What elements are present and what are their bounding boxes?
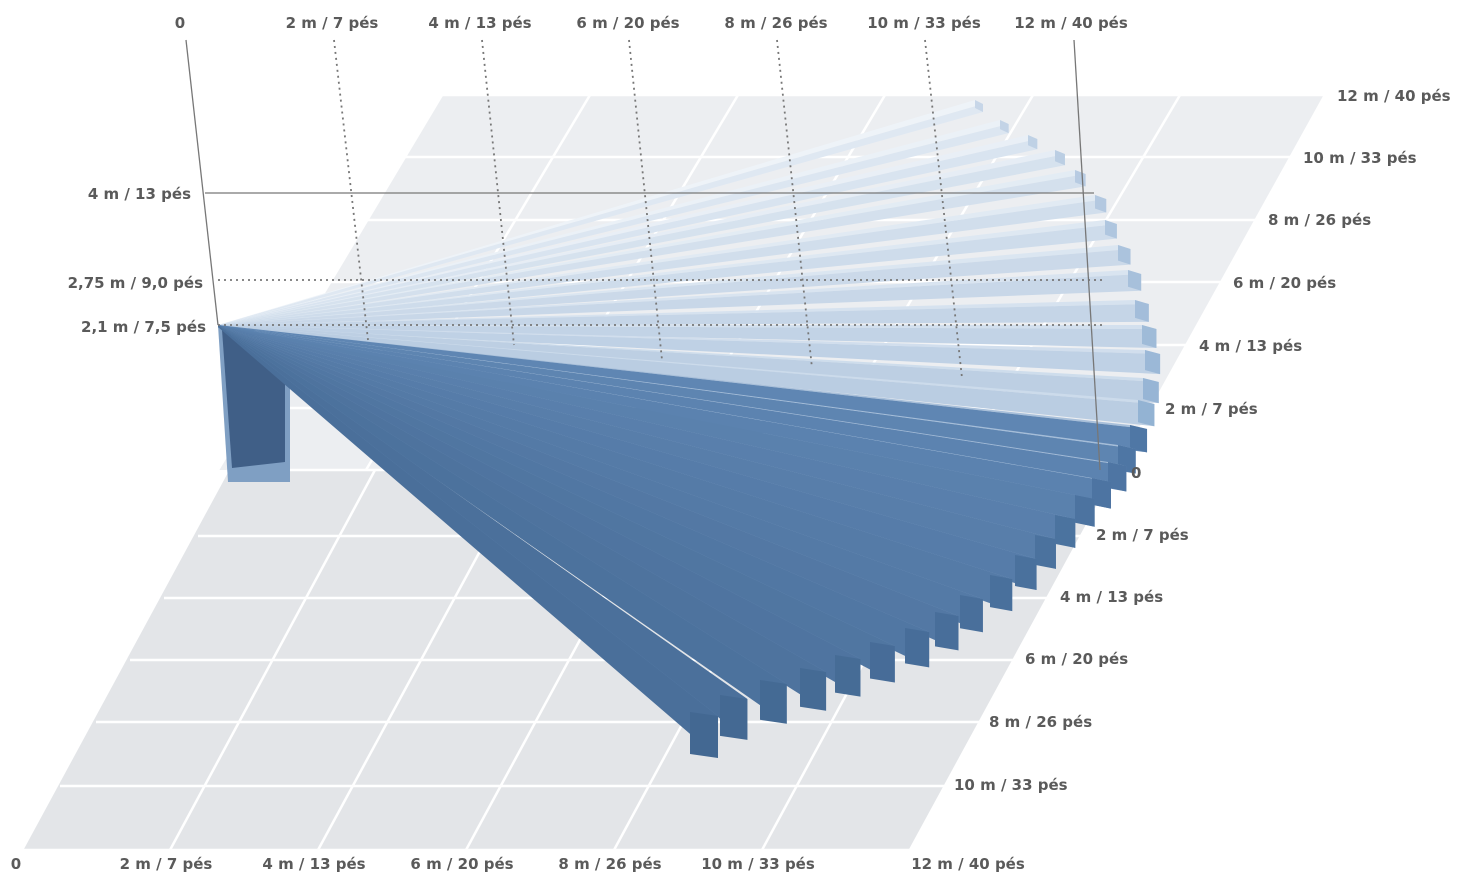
beam-side xyxy=(218,104,983,327)
front-label-2m: 2 m / 7 pés xyxy=(1096,526,1189,544)
beam-end xyxy=(1135,300,1149,322)
beam-end xyxy=(1055,515,1076,548)
right-label-0: 0 xyxy=(1131,464,1141,482)
beam-side xyxy=(218,325,1157,348)
beam-top xyxy=(218,170,1086,325)
height-label-2-1m: 2,1 m / 7,5 pés xyxy=(81,318,206,336)
beam-top xyxy=(218,100,983,325)
beam-end xyxy=(1055,150,1065,166)
height-labels: 4 m / 13 pés 2,75 m / 9,0 pés 2,1 m / 7,… xyxy=(68,185,206,336)
beam-end xyxy=(1142,325,1157,348)
top-label-1: 2 m / 7 pés xyxy=(286,14,379,32)
beam-side xyxy=(218,325,718,758)
top-label-2: 4 m / 13 pés xyxy=(428,14,531,32)
beam-end xyxy=(1138,400,1155,427)
beam-end xyxy=(720,695,748,740)
beam-top xyxy=(218,270,1142,325)
front-label-10m: 10 m / 33 pés xyxy=(954,776,1068,794)
beam-top xyxy=(218,150,1065,325)
beam-end xyxy=(800,668,827,711)
beam-end xyxy=(835,655,861,697)
beam-end xyxy=(1118,245,1131,265)
beam-end xyxy=(1095,195,1107,213)
beam-top xyxy=(218,135,1038,325)
beam-end xyxy=(1075,495,1095,527)
right-label-10m: 10 m / 33 pés xyxy=(1303,149,1417,167)
beam-end xyxy=(1130,425,1148,453)
top-label-6: 12 m / 40 pés xyxy=(1014,14,1128,32)
top-label-4: 8 m / 26 pés xyxy=(724,14,827,32)
front-label-6m: 6 m / 20 pés xyxy=(1025,650,1128,668)
beam-end xyxy=(975,100,983,112)
front-label-8m: 8 m / 26 pés xyxy=(989,713,1092,731)
height-label-4m: 4 m / 13 pés xyxy=(88,185,191,203)
right-label-2m: 2 m / 7 pés xyxy=(1165,400,1258,418)
dotted-guides xyxy=(218,39,1104,379)
beam-side xyxy=(218,325,1155,427)
beam-side xyxy=(218,325,787,724)
bottom-axis-labels: 0 2 m / 7 pés 4 m / 13 pés 6 m / 20 pés … xyxy=(11,855,1025,873)
beam-end xyxy=(760,680,787,724)
front-label-4m: 4 m / 13 pés xyxy=(1060,588,1163,606)
right-label-12m: 12 m / 40 pés xyxy=(1337,87,1451,105)
beam-side xyxy=(218,249,1131,327)
beam-end xyxy=(1108,462,1127,492)
beam-end xyxy=(990,575,1013,612)
beam-end xyxy=(1000,120,1009,134)
beam-side xyxy=(218,304,1149,327)
right-axis-labels: 12 m / 40 pés 10 m / 33 pés 8 m / 26 pés… xyxy=(1131,87,1451,482)
bottom-label-4m: 4 m / 13 pés xyxy=(262,855,365,873)
coverage-fan xyxy=(218,100,1161,758)
beam-side xyxy=(218,174,1086,327)
beam-end xyxy=(1105,220,1117,239)
beam-top xyxy=(218,120,1009,325)
beam-end xyxy=(1015,555,1037,591)
bottom-label-10m: 10 m / 33 pés xyxy=(701,855,815,873)
front-right-labels: 2 m / 7 pés 4 m / 13 pés 6 m / 20 pés 8 … xyxy=(954,526,1189,794)
beam-end xyxy=(1143,378,1159,404)
beam-side xyxy=(218,325,1161,375)
right-label-8m: 8 m / 26 pés xyxy=(1268,211,1371,229)
top-axis-labels: 0 2 m / 7 pés 4 m / 13 pés 6 m / 20 pés … xyxy=(175,14,1128,32)
top-label-5: 10 m / 33 pés xyxy=(867,14,981,32)
beam-side xyxy=(218,199,1107,327)
beam-end xyxy=(1128,270,1142,291)
beam-end xyxy=(905,628,930,668)
top-label-3: 6 m / 20 pés xyxy=(576,14,679,32)
beam-side xyxy=(218,124,1009,327)
beam-side xyxy=(218,224,1117,327)
beam-end xyxy=(1145,350,1161,375)
height-label-2-75m: 2,75 m / 9,0 pés xyxy=(68,274,203,292)
beam-end xyxy=(690,712,718,758)
beam-top xyxy=(218,195,1107,325)
bottom-label-12m: 12 m / 40 pés xyxy=(911,855,1025,873)
right-label-6m: 6 m / 20 pés xyxy=(1233,274,1336,292)
axis-lines xyxy=(185,39,1101,471)
beam-end xyxy=(960,595,983,633)
bottom-label-6m: 6 m / 20 pés xyxy=(410,855,513,873)
beam-end xyxy=(1028,135,1038,150)
beam-side xyxy=(218,274,1142,327)
beam-side xyxy=(218,154,1065,327)
beam-end xyxy=(870,642,895,683)
beam-end xyxy=(1092,478,1111,509)
beam-top xyxy=(218,245,1131,325)
top-label-0: 0 xyxy=(175,14,185,32)
beam-top xyxy=(218,220,1117,325)
beam-end xyxy=(935,612,959,651)
bottom-label-8m: 8 m / 26 pés xyxy=(558,855,661,873)
right-label-4m: 4 m / 13 pés xyxy=(1199,337,1302,355)
bottom-label-0: 0 xyxy=(11,855,21,873)
bottom-label-2m: 2 m / 7 pés xyxy=(120,855,213,873)
beam-end xyxy=(1035,535,1056,569)
beam-top xyxy=(218,300,1149,325)
